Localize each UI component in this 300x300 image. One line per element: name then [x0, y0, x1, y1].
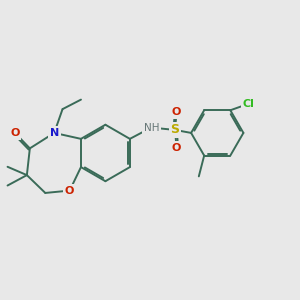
- Text: Cl: Cl: [243, 99, 255, 109]
- Text: O: O: [10, 128, 20, 138]
- Text: O: O: [172, 107, 181, 117]
- Text: O: O: [65, 186, 74, 196]
- Text: N: N: [50, 128, 59, 138]
- Text: S: S: [170, 123, 179, 136]
- Text: O: O: [172, 143, 181, 153]
- Text: NH: NH: [143, 123, 159, 133]
